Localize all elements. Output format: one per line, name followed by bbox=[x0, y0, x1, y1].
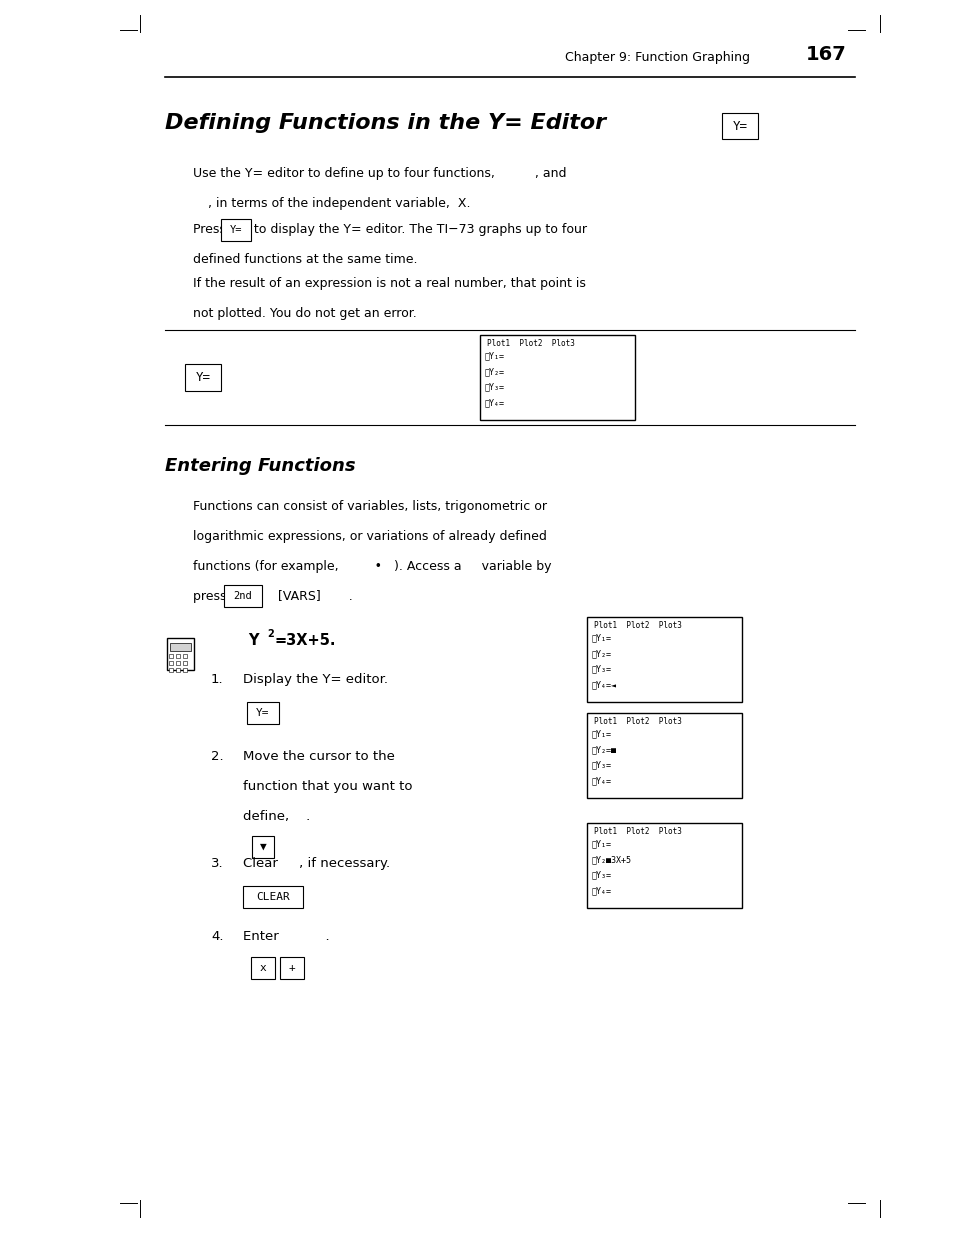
Bar bbox=[586, 713, 741, 798]
Text: Clear     , if necessary.: Clear , if necessary. bbox=[243, 857, 390, 869]
FancyBboxPatch shape bbox=[247, 701, 279, 724]
Text: 2.: 2. bbox=[211, 750, 223, 763]
Text: Y₃=: Y₃= bbox=[592, 871, 612, 879]
Bar bbox=[183, 653, 187, 657]
Bar bbox=[586, 618, 741, 701]
Text: Press       to display the Y= editor. The TI−73 graphs up to four: Press to display the Y= editor. The TI−7… bbox=[193, 224, 586, 236]
Text: Y: Y bbox=[248, 634, 258, 648]
Text: defined functions at the same time.: defined functions at the same time. bbox=[193, 253, 417, 266]
Text: Y₁=: Y₁= bbox=[592, 730, 612, 739]
Text: Plot1  Plot2  Plot3: Plot1 Plot2 Plot3 bbox=[594, 827, 681, 836]
Bar bbox=[175, 653, 180, 657]
FancyBboxPatch shape bbox=[252, 957, 274, 979]
Text: logarithmic expressions, or variations of already defined: logarithmic expressions, or variations o… bbox=[193, 530, 546, 543]
Text: Y₂=■: Y₂=■ bbox=[592, 745, 617, 755]
Text: Move the cursor to the: Move the cursor to the bbox=[243, 750, 395, 763]
Text: pressing        [VARS]       .: pressing [VARS] . bbox=[193, 590, 353, 603]
Text: Functions can consist of variables, lists, trigonometric or: Functions can consist of variables, list… bbox=[193, 500, 546, 513]
Text: Plot1  Plot2  Plot3: Plot1 Plot2 Plot3 bbox=[486, 340, 575, 348]
Text: 2nd: 2nd bbox=[233, 592, 253, 601]
Text: CLEAR: CLEAR bbox=[255, 892, 290, 902]
Text: Y=: Y= bbox=[195, 370, 211, 384]
Text: 3.: 3. bbox=[211, 857, 223, 869]
Text: Y₄=: Y₄= bbox=[484, 398, 504, 408]
Text: Y₃=: Y₃= bbox=[592, 664, 612, 673]
Text: Entering Functions: Entering Functions bbox=[165, 457, 355, 475]
FancyBboxPatch shape bbox=[280, 957, 303, 979]
Text: +: + bbox=[289, 963, 295, 973]
Text: Y₁=: Y₁= bbox=[484, 352, 504, 361]
FancyBboxPatch shape bbox=[253, 836, 274, 858]
Bar bbox=[169, 661, 172, 664]
Text: Y₃=: Y₃= bbox=[592, 761, 612, 769]
Text: Y=: Y= bbox=[256, 708, 270, 718]
Text: =3X+5.: =3X+5. bbox=[274, 634, 336, 648]
Text: Y₄=: Y₄= bbox=[592, 776, 612, 785]
Text: Enter           .: Enter . bbox=[243, 930, 330, 944]
FancyBboxPatch shape bbox=[720, 112, 758, 140]
Bar bbox=[175, 661, 180, 664]
Bar bbox=[170, 642, 191, 651]
Text: Plot1  Plot2  Plot3: Plot1 Plot2 Plot3 bbox=[594, 718, 681, 726]
Bar bbox=[167, 638, 193, 671]
Text: 2: 2 bbox=[267, 629, 274, 638]
Text: Y₁=: Y₁= bbox=[592, 634, 612, 642]
Bar bbox=[586, 823, 741, 908]
Text: Y₄=: Y₄= bbox=[592, 885, 612, 895]
Text: Y=: Y= bbox=[230, 225, 242, 235]
Text: Plot1  Plot2  Plot3: Plot1 Plot2 Plot3 bbox=[594, 621, 681, 631]
Text: ▼: ▼ bbox=[259, 842, 266, 852]
Text: Use the Y= editor to define up to four functions,          , and: Use the Y= editor to define up to four f… bbox=[193, 167, 566, 180]
Text: Y₄=◄: Y₄=◄ bbox=[592, 680, 617, 689]
Bar bbox=[183, 661, 187, 664]
FancyBboxPatch shape bbox=[224, 585, 262, 606]
Text: , in terms of the independent variable,  X.: , in terms of the independent variable, … bbox=[208, 198, 470, 210]
Bar bbox=[169, 668, 172, 672]
Text: Display the Y= editor.: Display the Y= editor. bbox=[243, 673, 388, 685]
Text: functions (for example,         •   ). Access a     variable by: functions (for example, • ). Access a va… bbox=[193, 559, 551, 573]
Text: Y₃=: Y₃= bbox=[484, 383, 504, 391]
Bar bbox=[169, 653, 172, 657]
Bar bbox=[479, 335, 635, 420]
Text: Y=: Y= bbox=[732, 120, 747, 132]
Text: not plotted. You do not get an error.: not plotted. You do not get an error. bbox=[193, 308, 416, 320]
Text: Y₁=: Y₁= bbox=[592, 840, 612, 848]
Text: 4.: 4. bbox=[211, 930, 223, 944]
Text: Defining Functions in the Y= Editor: Defining Functions in the Y= Editor bbox=[165, 112, 605, 133]
Text: Y₂=: Y₂= bbox=[592, 650, 612, 658]
FancyBboxPatch shape bbox=[185, 364, 221, 390]
Text: Y₂■3X+5: Y₂■3X+5 bbox=[592, 855, 631, 864]
FancyBboxPatch shape bbox=[243, 885, 303, 908]
Bar bbox=[175, 668, 180, 672]
Text: Chapter 9: Function Graphing: Chapter 9: Function Graphing bbox=[564, 51, 749, 64]
Text: If the result of an expression is not a real number, that point is: If the result of an expression is not a … bbox=[193, 277, 585, 290]
Text: define,    .: define, . bbox=[243, 810, 310, 823]
Text: 167: 167 bbox=[805, 44, 846, 64]
Text: 1.: 1. bbox=[211, 673, 223, 685]
Text: Y₂=: Y₂= bbox=[484, 367, 504, 375]
Text: x: x bbox=[259, 963, 266, 973]
Bar bbox=[183, 668, 187, 672]
Text: function that you want to: function that you want to bbox=[243, 781, 412, 793]
FancyBboxPatch shape bbox=[221, 220, 251, 241]
